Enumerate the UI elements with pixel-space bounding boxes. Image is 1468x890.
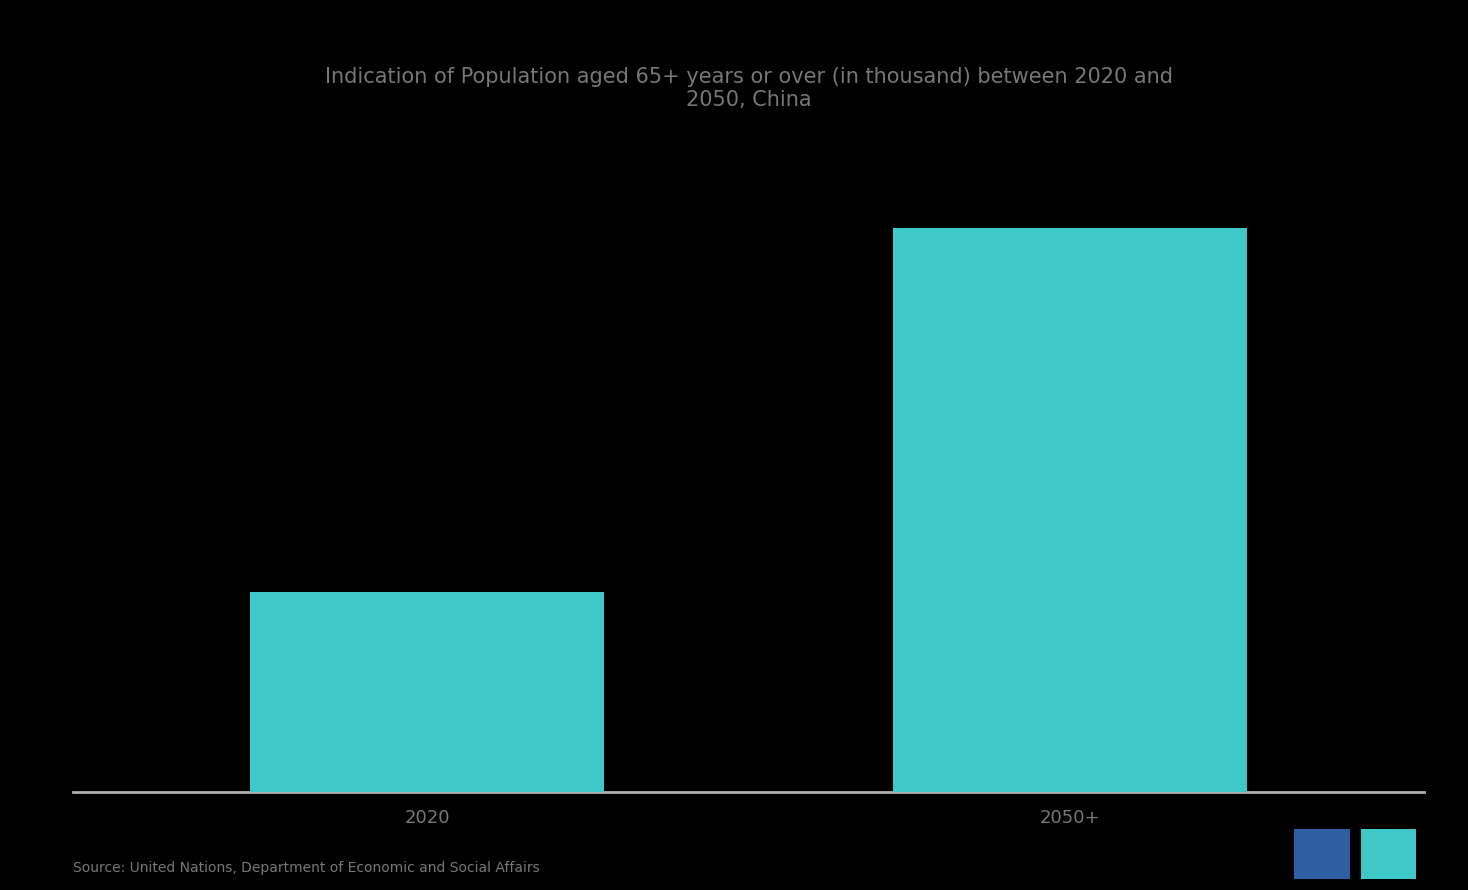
FancyBboxPatch shape [1361, 829, 1417, 879]
Bar [894, 228, 1248, 792]
Title: Indication of Population aged 65+ years or over (in thousand) between 2020 and
2: Indication of Population aged 65+ years … [324, 67, 1173, 109]
Bar [250, 592, 603, 792]
Text: Source: United Nations, Department of Economic and Social Affairs: Source: United Nations, Department of Ec… [73, 861, 540, 875]
FancyBboxPatch shape [1295, 829, 1351, 879]
